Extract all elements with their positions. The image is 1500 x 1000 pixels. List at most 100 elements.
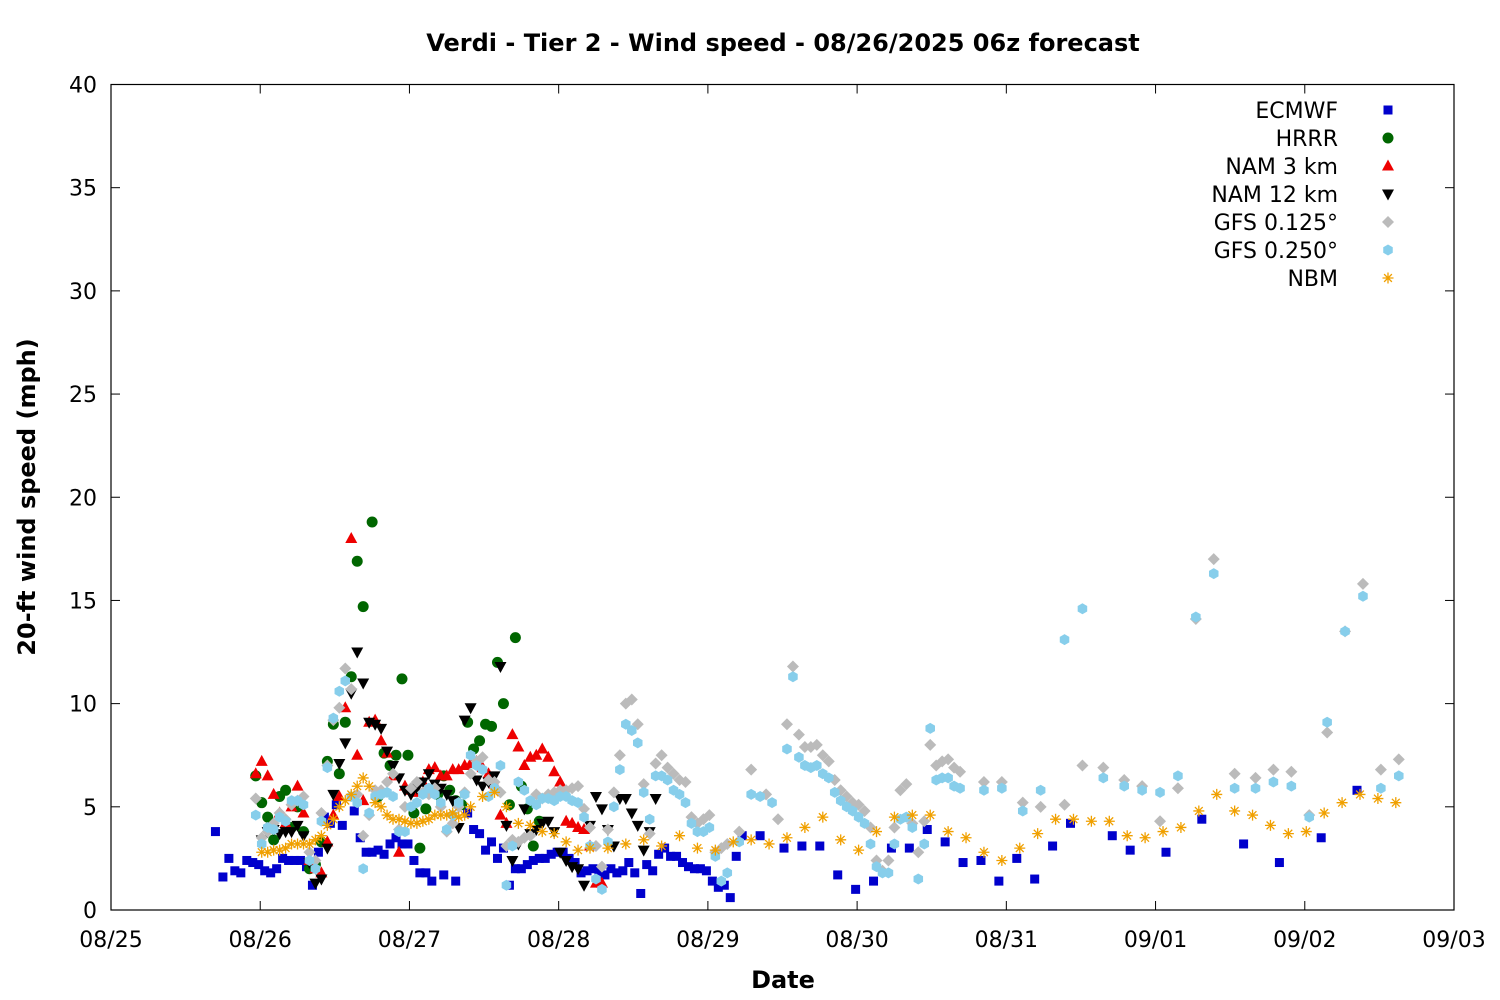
point-nbm bbox=[423, 813, 435, 825]
point-ecmwf bbox=[415, 868, 425, 878]
point-gfs-0-250 bbox=[1286, 780, 1297, 792]
point-gfs-0-250 bbox=[686, 817, 697, 829]
point-gfs-0-125 bbox=[345, 683, 358, 696]
point-gfs-0-250 bbox=[441, 824, 452, 836]
point-gfs-0-250 bbox=[519, 784, 530, 796]
point-ecmwf bbox=[492, 853, 502, 863]
point-gfs-0-125 bbox=[721, 837, 734, 850]
point-gfs-0-125 bbox=[772, 813, 785, 826]
point-gfs-0-250 bbox=[853, 811, 864, 823]
point-gfs-0-125 bbox=[679, 776, 692, 789]
point-hrrr bbox=[351, 555, 363, 567]
axes: 0 5 10 15 20 25 30 35 40 08/25 08/26 08/27 08/28 08/2… bbox=[69, 74, 1486, 954]
point-nbm bbox=[978, 846, 990, 858]
point-gfs-0-250 bbox=[847, 805, 858, 817]
point-nbm bbox=[817, 811, 829, 823]
point-nam-3-km bbox=[554, 775, 567, 787]
point-gfs-0-250 bbox=[782, 743, 792, 755]
point-gfs-0-250 bbox=[1304, 811, 1315, 823]
point-ecmwf bbox=[272, 864, 282, 874]
point-nam-3-km bbox=[566, 816, 579, 828]
legend-marker-gfs-0-125 bbox=[1382, 216, 1394, 228]
point-nbm bbox=[489, 786, 500, 798]
point-nam-12-km bbox=[619, 794, 632, 806]
point-nbm bbox=[1282, 828, 1294, 840]
point-nbm bbox=[727, 836, 739, 848]
point-gfs-0-125 bbox=[942, 753, 955, 766]
point-nam-3-km bbox=[530, 748, 543, 760]
point-hrrr bbox=[262, 811, 274, 823]
point-hrrr bbox=[339, 716, 351, 728]
y-tick-label: 40 bbox=[69, 74, 97, 99]
point-gfs-0-250 bbox=[1268, 776, 1279, 788]
point-ecmwf bbox=[958, 858, 968, 868]
point-gfs-0-125 bbox=[601, 823, 614, 836]
point-gfs-0-250 bbox=[859, 817, 870, 829]
point-ecmwf bbox=[588, 864, 598, 874]
point-hrrr bbox=[396, 673, 408, 685]
point-gfs-0-250 bbox=[298, 799, 309, 811]
point-ecmwf bbox=[266, 868, 276, 878]
point-gfs-0-250 bbox=[322, 762, 333, 774]
point-gfs-0-125 bbox=[572, 780, 585, 793]
point-ecmwf bbox=[648, 866, 658, 876]
point-gfs-0-250 bbox=[704, 821, 715, 833]
point-nam-12-km bbox=[315, 874, 328, 886]
point-nbm bbox=[381, 809, 393, 821]
point-gfs-0-125 bbox=[810, 738, 823, 751]
x-tick-label: 08/31 bbox=[975, 928, 1038, 953]
point-gfs-0-250 bbox=[609, 801, 619, 813]
point-gfs-0-125 bbox=[1267, 763, 1280, 776]
point-gfs-0-125 bbox=[333, 701, 346, 714]
point-gfs-0-250 bbox=[507, 840, 518, 852]
point-gfs-0-250 bbox=[943, 772, 953, 784]
point-gfs-0-250 bbox=[316, 815, 327, 827]
point-gfs-0-250 bbox=[889, 838, 900, 850]
point-ecmwf bbox=[373, 845, 383, 855]
point-ecmwf bbox=[284, 855, 294, 865]
point-nbm bbox=[524, 819, 536, 831]
point-ecmwf bbox=[779, 843, 789, 853]
point-gfs-0-125 bbox=[1171, 782, 1184, 795]
point-nam-12-km bbox=[476, 781, 489, 793]
point-gfs-0-250 bbox=[465, 749, 476, 761]
point-gfs-0-250 bbox=[304, 854, 315, 866]
point-nbm bbox=[1175, 821, 1187, 833]
point-ecmwf bbox=[797, 841, 807, 851]
point-gfs-0-250 bbox=[621, 718, 631, 730]
point-ecmwf bbox=[307, 880, 317, 890]
point-gfs-0-250 bbox=[591, 873, 601, 885]
point-ecmwf bbox=[1316, 833, 1326, 843]
point-ecmwf bbox=[582, 866, 592, 876]
point-nam-12-km bbox=[595, 804, 608, 816]
x-tick-label: 08/29 bbox=[676, 928, 739, 953]
point-hrrr bbox=[390, 749, 402, 761]
point-nbm bbox=[781, 832, 793, 844]
point-nam-12-km bbox=[440, 789, 453, 801]
point-ecmwf bbox=[242, 855, 252, 865]
point-nbm bbox=[321, 819, 333, 831]
point-nbm bbox=[369, 797, 381, 809]
point-hrrr bbox=[414, 842, 426, 854]
point-nbm bbox=[363, 780, 375, 792]
point-ecmwf bbox=[451, 876, 461, 886]
point-nbm bbox=[835, 834, 847, 846]
point-nam-12-km bbox=[500, 820, 513, 832]
point-gfs-0-125 bbox=[1016, 796, 1029, 809]
point-nbm bbox=[560, 836, 572, 848]
point-gfs-0-250 bbox=[615, 764, 625, 776]
point-gfs-0-250 bbox=[1229, 782, 1240, 794]
point-ecmwf bbox=[725, 893, 735, 903]
point-ecmwf bbox=[904, 843, 914, 853]
point-nbm bbox=[292, 838, 304, 850]
legend-marker-nam-12-km bbox=[1382, 189, 1394, 201]
point-gfs-0-250 bbox=[573, 797, 583, 809]
point-gfs-0-250 bbox=[1017, 805, 1028, 817]
point-gfs-0-125 bbox=[745, 763, 758, 776]
point-gfs-0-125 bbox=[303, 846, 316, 859]
point-nbm bbox=[512, 817, 524, 829]
point-nam-12-km bbox=[470, 775, 483, 787]
point-ecmwf bbox=[707, 876, 717, 886]
legend-marker-nbm bbox=[1382, 272, 1394, 284]
